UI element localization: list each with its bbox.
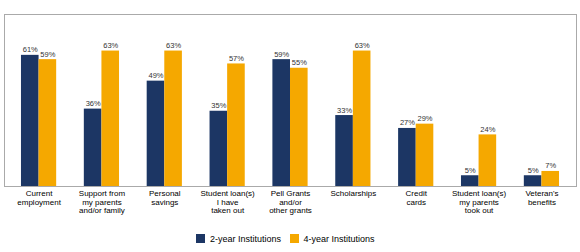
svg-text:Student loan(s)I havetaken out: Student loan(s)I havetaken out xyxy=(201,189,256,216)
svg-text:55%: 55% xyxy=(292,58,307,67)
svg-text:63%: 63% xyxy=(166,41,181,50)
svg-text:59%: 59% xyxy=(40,50,55,59)
svg-text:Personalsavings: Personalsavings xyxy=(149,189,181,207)
svg-text:57%: 57% xyxy=(229,54,244,63)
svg-text:5%: 5% xyxy=(465,166,476,175)
svg-text:Veteran'sbenefits: Veteran'sbenefits xyxy=(525,189,558,207)
svg-text:7%: 7% xyxy=(545,161,556,170)
svg-text:63%: 63% xyxy=(103,41,118,50)
svg-text:49%: 49% xyxy=(148,71,163,80)
svg-text:33%: 33% xyxy=(337,106,352,115)
svg-text:61%: 61% xyxy=(23,45,38,54)
html-text:4-year Institutions: 4-year Institutions xyxy=(303,233,375,244)
svg-text:29%: 29% xyxy=(418,114,433,123)
svg-text:5%: 5% xyxy=(528,166,539,175)
svg-text:27%: 27% xyxy=(400,118,415,127)
svg-text:24%: 24% xyxy=(480,125,495,134)
svg-text:Scholarships: Scholarships xyxy=(330,189,376,198)
html-text:2-year Institutions: 2-year Institutions xyxy=(210,233,281,244)
svg-text:Creditcards: Creditcards xyxy=(406,189,428,207)
svg-text:59%: 59% xyxy=(274,50,289,59)
svg-text:Support frommy parentsand/or f: Support frommy parentsand/or family xyxy=(79,189,126,216)
svg-text:35%: 35% xyxy=(211,101,226,110)
svg-text:Pell Grantsand/orother grants: Pell Grantsand/orother grants xyxy=(269,189,312,216)
svg-text:63%: 63% xyxy=(355,41,370,50)
svg-text:Currentemployment: Currentemployment xyxy=(17,189,61,207)
svg-text:Student loan(s)my parentstook: Student loan(s)my parentstook out xyxy=(452,189,507,216)
svg-text:36%: 36% xyxy=(86,99,101,108)
